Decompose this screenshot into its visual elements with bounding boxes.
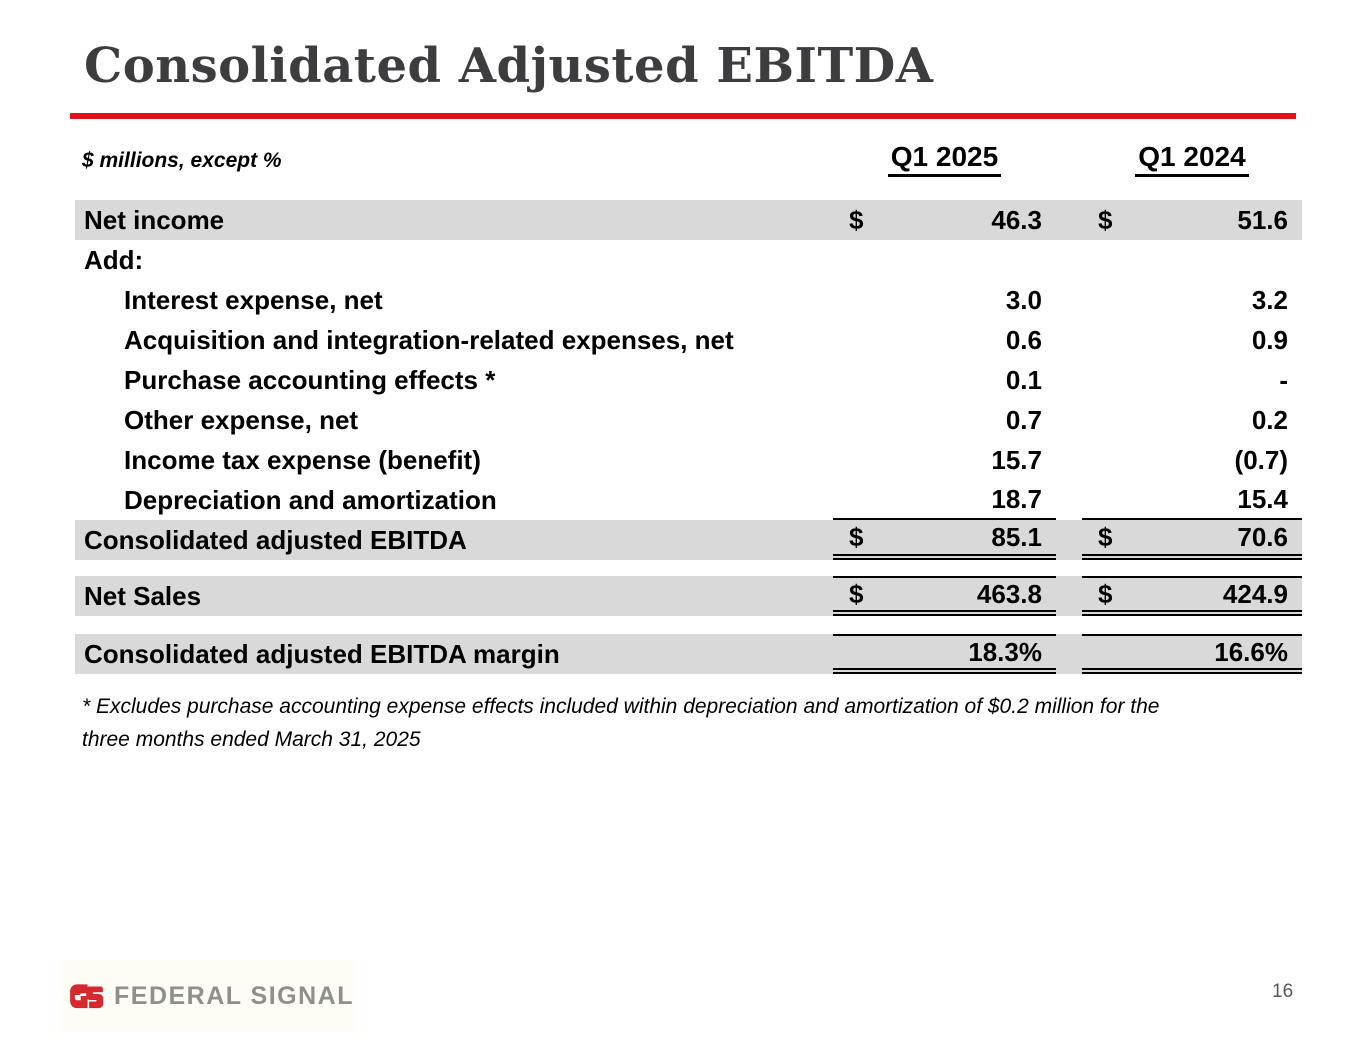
value-q1-2024: - xyxy=(1082,360,1302,400)
value-q1-2024: 3.2 xyxy=(1082,280,1302,320)
row-label: Purchase accounting effects * xyxy=(124,364,496,395)
value-q1-2025: 0.7 xyxy=(833,400,1056,440)
value-q1-2024: 16.6% xyxy=(1082,634,1302,674)
value-q1-2025: $ 85.1 xyxy=(833,520,1056,560)
value-text: 463.8 xyxy=(976,578,1042,609)
table-row: Net Sales $ 463.8 $ 424.9 xyxy=(75,576,1302,616)
table-row: Income tax expense (benefit) 15.7 (0.7) xyxy=(75,440,1302,480)
table-row: Consolidated adjusted EBITDA $ 85.1 $ 70… xyxy=(75,520,1302,560)
title-accent-rule xyxy=(70,113,1296,119)
ebitda-reconciliation-table: Net income $ 46.3 $ 51.6 Add: Interest e… xyxy=(75,200,1302,674)
table-row: Depreciation and amortization 18.7 15.4 xyxy=(75,480,1302,520)
value-q1-2024 xyxy=(1082,240,1302,280)
value-text: 46.3 xyxy=(991,204,1042,235)
value-text: 0.2 xyxy=(1251,404,1288,435)
federal-signal-logo-text: FEDERAL SIGNAL xyxy=(114,981,354,1010)
row-label: Interest expense, net xyxy=(124,284,383,315)
value-text: 3.0 xyxy=(1005,284,1042,315)
column-header-row: Q1 2025 Q1 2024 xyxy=(75,141,1302,177)
row-label: Depreciation and amortization xyxy=(124,484,497,515)
value-q1-2024: (0.7) xyxy=(1082,440,1302,480)
value-text: 18.3% xyxy=(968,636,1042,667)
column-header-q1-2024: Q1 2024 xyxy=(1082,141,1302,177)
value-q1-2024: $ 424.9 xyxy=(1082,576,1302,616)
value-q1-2024: $ 70.6 xyxy=(1082,520,1302,560)
table-row: Consolidated adjusted EBITDA margin 18.3… xyxy=(75,634,1302,674)
dollar-sign: $ xyxy=(1098,578,1113,609)
value-text: 51.6 xyxy=(1237,204,1288,235)
row-label: Consolidated adjusted EBITDA margin xyxy=(84,638,560,669)
row-label: Add: xyxy=(84,244,144,275)
row-label: Net Sales xyxy=(84,580,202,611)
dollar-sign: $ xyxy=(849,578,864,609)
value-q1-2025: 0.1 xyxy=(833,360,1056,400)
table-row: Other expense, net 0.7 0.2 xyxy=(75,400,1302,440)
federal-signal-logo: FEDERAL SIGNAL xyxy=(62,960,354,1032)
value-text: 0.7 xyxy=(1005,404,1042,435)
table-row: Add: xyxy=(75,240,1302,280)
value-q1-2025 xyxy=(833,240,1056,280)
value-text: 70.6 xyxy=(1237,521,1288,552)
footnote: * Excludes purchase accounting expense e… xyxy=(82,690,1159,756)
federal-signal-logo-mark xyxy=(70,984,104,1009)
dollar-sign: $ xyxy=(1098,204,1113,235)
value-q1-2024: 0.9 xyxy=(1082,320,1302,360)
table-row: Acquisition and integration-related expe… xyxy=(75,320,1302,360)
value-text: - xyxy=(1279,364,1288,395)
value-text: 0.6 xyxy=(1005,324,1042,355)
column-header-q1-2025: Q1 2025 xyxy=(833,141,1056,177)
table-row: Interest expense, net 3.0 3.2 xyxy=(75,280,1302,320)
dollar-sign: $ xyxy=(849,204,864,235)
page-number: 16 xyxy=(1272,981,1294,1002)
value-text: (0.7) xyxy=(1234,444,1288,475)
value-q1-2025: 0.6 xyxy=(833,320,1056,360)
footnote-line-1: * Excludes purchase accounting expense e… xyxy=(82,695,1160,718)
column-header-q1-2024-label: Q1 2024 xyxy=(1135,141,1249,177)
value-q1-2025: 18.7 xyxy=(833,480,1056,520)
value-text: 16.6% xyxy=(1214,636,1288,667)
row-label: Income tax expense (benefit) xyxy=(124,444,481,475)
units-note: $ millions, except % xyxy=(82,149,282,172)
value-text: 3.2 xyxy=(1251,284,1288,315)
value-q1-2025: 15.7 xyxy=(833,440,1056,480)
value-text: 15.4 xyxy=(1237,483,1288,514)
table-row: Net income $ 46.3 $ 51.6 xyxy=(75,200,1302,240)
value-q1-2025: $ 46.3 xyxy=(833,200,1056,240)
value-text: 0.9 xyxy=(1251,324,1288,355)
value-q1-2025: 18.3% xyxy=(833,634,1056,674)
value-text: 0.1 xyxy=(1005,364,1042,395)
row-label: Acquisition and integration-related expe… xyxy=(124,324,734,355)
row-label: Consolidated adjusted EBITDA xyxy=(84,524,467,555)
page-title: Consolidated Adjusted EBITDA xyxy=(84,38,934,94)
value-q1-2024: $ 51.6 xyxy=(1082,200,1302,240)
table-row: Purchase accounting effects * 0.1 - xyxy=(75,360,1302,400)
value-text: 424.9 xyxy=(1222,578,1288,609)
row-label: Other expense, net xyxy=(124,404,359,435)
value-q1-2025: 3.0 xyxy=(833,280,1056,320)
value-q1-2024: 15.4 xyxy=(1082,480,1302,520)
column-header-q1-2025-label: Q1 2025 xyxy=(887,141,1002,177)
value-q1-2024: 0.2 xyxy=(1082,400,1302,440)
value-q1-2025: $ 463.8 xyxy=(833,576,1056,616)
value-text: 18.7 xyxy=(991,483,1042,514)
value-text: 85.1 xyxy=(991,521,1042,552)
footnote-line-2: three months ended March 31, 2025 xyxy=(82,728,421,751)
dollar-sign: $ xyxy=(849,521,864,552)
row-label: Net income xyxy=(84,204,225,235)
value-text: 15.7 xyxy=(991,444,1042,475)
dollar-sign: $ xyxy=(1098,521,1113,552)
